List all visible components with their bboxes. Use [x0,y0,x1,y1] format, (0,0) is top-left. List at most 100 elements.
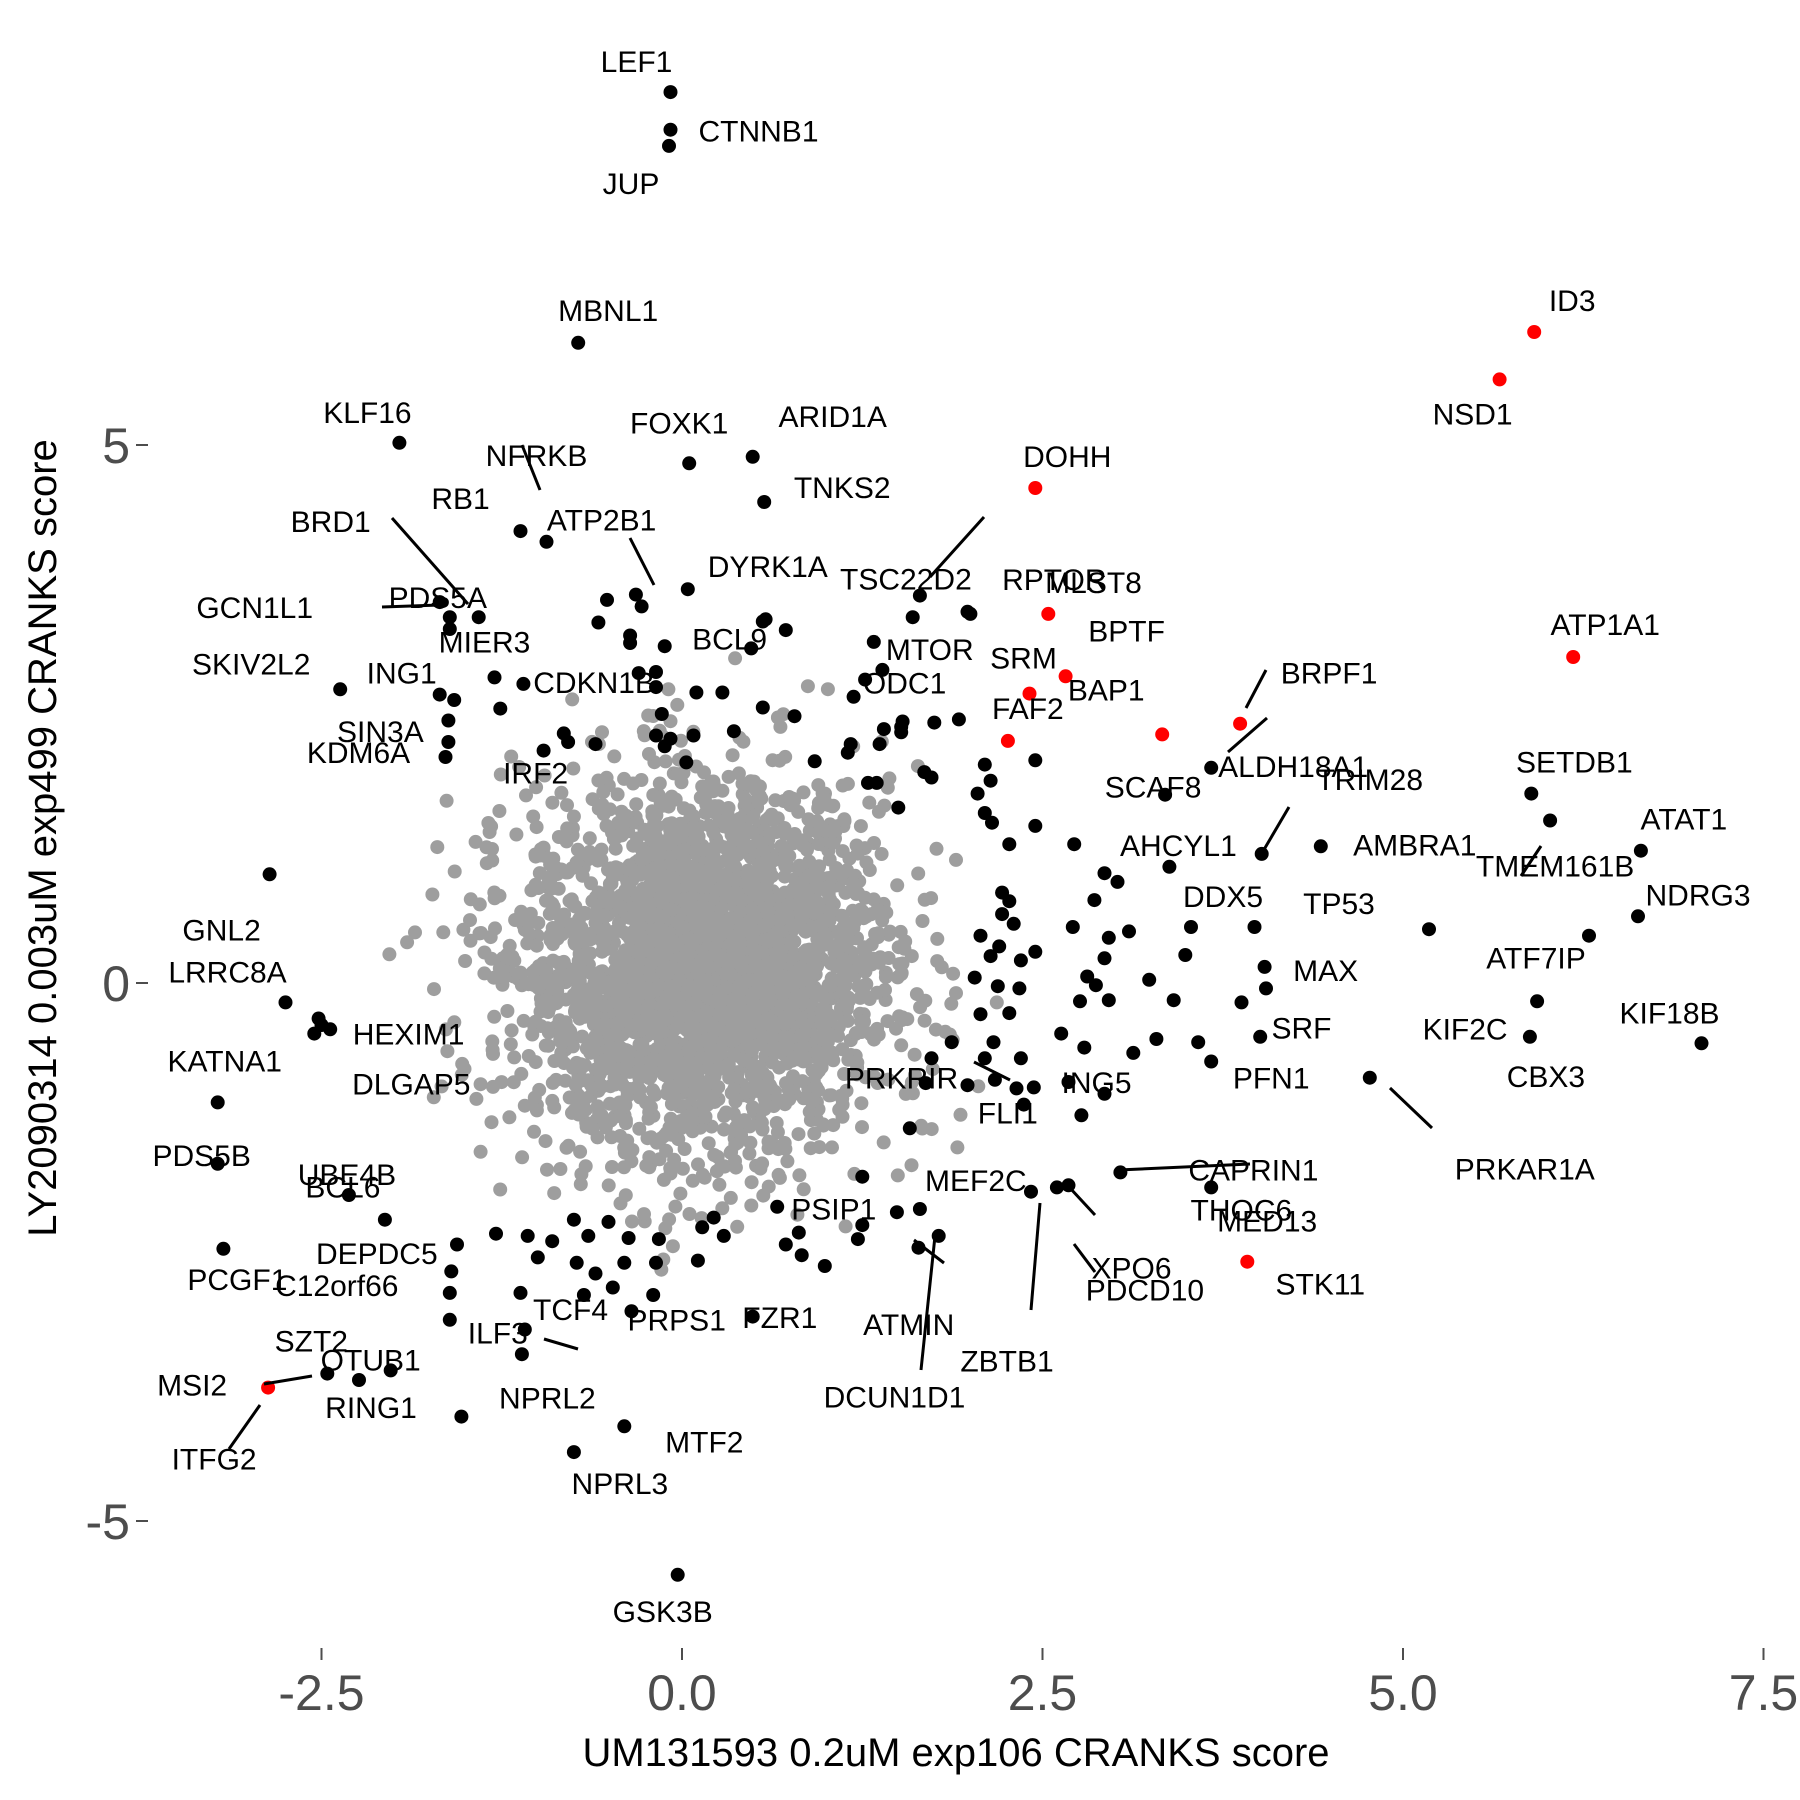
highlight-point [726,724,741,739]
highlight-point [807,754,822,769]
background-point [726,942,741,957]
background-point [682,803,697,818]
background-point [924,1122,939,1137]
leader-atmin [913,1238,945,1265]
background-point [473,1144,488,1159]
background-point [871,804,886,819]
background-point [545,795,560,810]
background-point [527,1090,542,1105]
point-mlst8 [960,604,975,619]
background-point [598,923,613,937]
background-point [837,814,852,829]
background-point [930,931,945,946]
background-point [549,925,564,939]
highlight-point [902,1121,917,1136]
label-ctnnb1: CTNNB1 [698,116,818,149]
background-point [725,748,740,763]
point-atat1 [1633,843,1648,858]
background-point [584,994,599,1009]
background-point [606,829,621,844]
point-id3 [1527,325,1542,339]
background-point [762,983,777,998]
background-point [699,1076,714,1091]
background-point [782,1031,797,1046]
highlight-point [918,1076,933,1091]
background-point [642,1071,657,1086]
background-point [736,842,751,857]
background-point [649,1135,664,1150]
background-point [648,843,663,858]
background-point [701,1061,716,1076]
label-zbtb1: ZBTB1 [960,1346,1053,1379]
x-tick-label: 2.5 [1008,1665,1078,1721]
background-point [502,938,517,953]
y-tick-label: 5 [102,418,130,474]
background-point [637,1207,651,1222]
background-point [761,1179,776,1194]
background-point [697,1170,712,1185]
background-point [882,771,897,786]
point-aldh18a1 [1204,760,1219,775]
background-point [889,1021,903,1036]
background-point [859,855,874,870]
background-point [682,1207,697,1221]
background-point [574,963,589,977]
background-point [434,1079,449,1094]
highlight-point [657,639,672,654]
point-bap1 [1155,727,1170,742]
point-pfn1 [1204,1054,1219,1069]
background-point [595,1079,610,1094]
leader-zbtb1 [1029,1202,1042,1311]
highlight-point [1013,953,1028,968]
background-point [701,960,716,975]
background-point [871,926,886,941]
background-point [632,946,647,961]
point-thoc6 [1074,1108,1089,1123]
highlight-point [1110,874,1125,889]
background-point [517,1098,532,1113]
background-point [890,1168,905,1183]
background-point [573,1073,588,1088]
background-point [710,1149,725,1164]
background-point [553,1162,568,1176]
point-kdm6a [438,750,453,764]
label-mef2c: MEF2C [925,1165,1027,1198]
point-ctnnb1 [663,122,678,137]
background-point [759,1011,774,1026]
background-point [773,719,788,734]
background-point [575,868,590,883]
background-point [521,915,536,929]
background-point [571,1095,586,1110]
leader-dcun1d1 [919,1235,937,1371]
background-point [816,1117,831,1132]
background-point [787,872,802,887]
label-lef1: LEF1 [601,46,673,79]
background-point [745,825,760,840]
background-point [701,1136,716,1151]
background-point [924,891,939,906]
background-point [840,999,855,1013]
label-kdm6a: KDM6A [307,737,410,770]
background-point [735,1014,750,1029]
background-point [546,953,560,968]
background-point [772,913,787,928]
highlight-point [1002,1006,1017,1021]
background-point [894,1038,909,1053]
background-point-cloud [382,651,1004,1277]
background-point [583,932,598,947]
background-point [736,1114,751,1129]
background-point [713,927,728,942]
background-point [484,1115,499,1130]
background-point [644,1055,659,1070]
background-point [568,929,583,943]
background-point [836,920,851,935]
background-point [625,1143,640,1157]
background-point [488,921,502,936]
background-point [526,809,541,824]
background-point [765,1031,780,1046]
highlight-point [1002,837,1017,852]
point-ring1 [352,1373,366,1387]
background-point [631,962,646,977]
background-point [698,918,713,933]
background-point [631,897,646,912]
